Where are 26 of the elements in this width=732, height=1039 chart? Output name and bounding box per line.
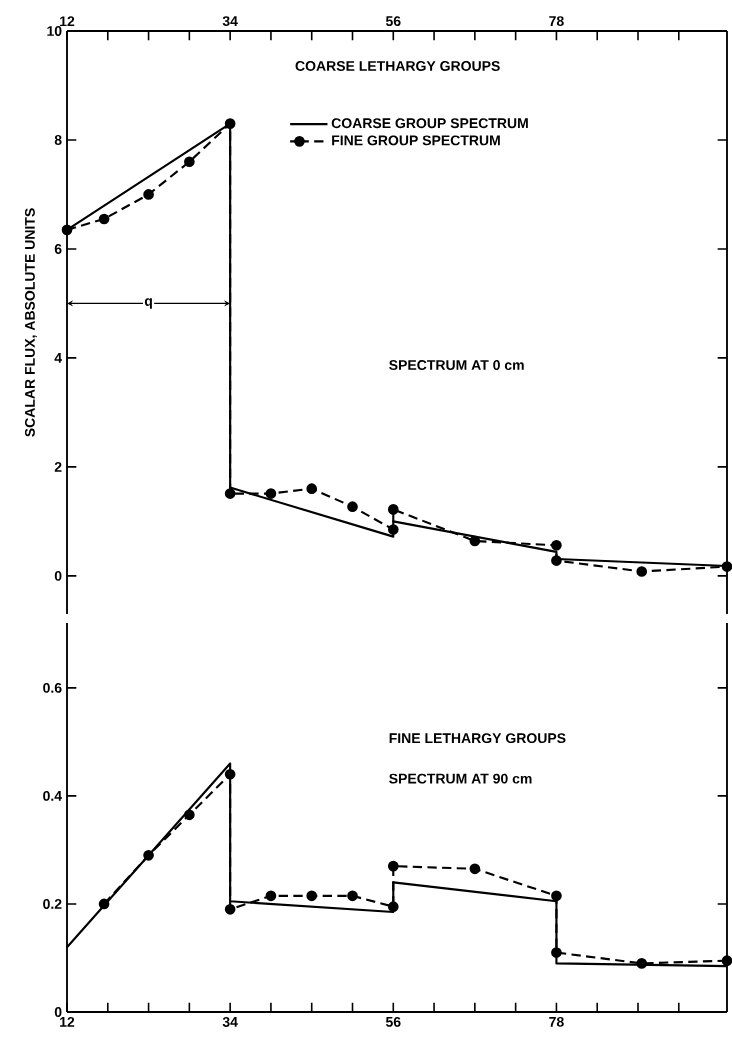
x-tick-label: 78 (549, 16, 564, 27)
x-tick-label: 34 (222, 1016, 238, 1027)
y-tick-label: 10 (47, 26, 62, 36)
x-tick-label: 12 (60, 16, 75, 27)
x-tick-label: 78 (549, 1016, 564, 1027)
legend-label: FINE GROUP SPECTRUM (332, 135, 500, 146)
y-tick-label: 2 (54, 462, 62, 472)
y-tick-label: 6 (54, 243, 62, 254)
x-tick-label: 12 (60, 1016, 75, 1027)
y-tick-label: 4 (54, 353, 62, 363)
y-tick-label: 0.2 (43, 899, 62, 909)
y-axis-title: SCALAR FLUX, ABSOLUTE UNITS (24, 208, 37, 437)
y-tick-label: 0 (54, 1007, 62, 1017)
annotation: q (144, 298, 152, 309)
annotation: SPECTRUM AT 0 cm (389, 360, 524, 371)
x-tick-label: 34 (222, 16, 238, 27)
annotation: FINE LETHARGY GROUPS (389, 733, 566, 744)
x-tick-label: 56 (385, 16, 401, 27)
y-tick-label: 0 (54, 570, 62, 581)
x-tick-label: 56 (385, 1016, 401, 1027)
y-tick-label: 8 (54, 135, 62, 145)
annotation: COARSE LETHARGY GROUPS (295, 61, 500, 71)
y-tick-label: 0.6 (43, 682, 62, 693)
legend-label: COARSE GROUP SPECTRUM (331, 118, 528, 129)
annotation: SPECTRUM AT 90 cm (389, 773, 532, 784)
y-tick-label: 0.4 (43, 790, 62, 801)
